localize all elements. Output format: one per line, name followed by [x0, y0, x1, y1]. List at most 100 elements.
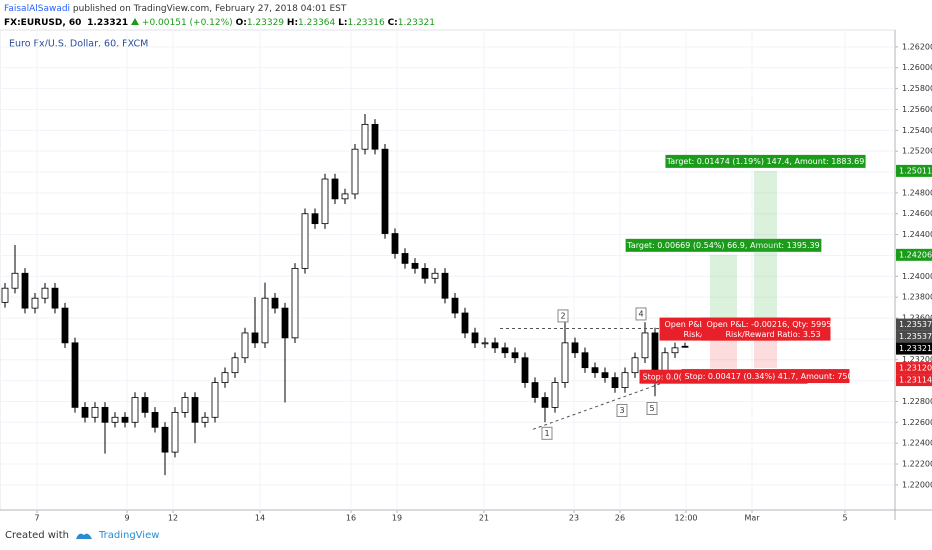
target-label-box [625, 238, 822, 252]
y-tick-label: 1.24800 [902, 188, 932, 197]
price-tag-label: 1.23120 [899, 364, 932, 373]
target-label: Target: 0.00669 (0.54%) 66.9, Amount: 13… [626, 241, 819, 250]
x-tick-label: 21 [479, 514, 489, 523]
candle-body [311, 213, 319, 225]
x-tick-label: 19 [392, 514, 402, 523]
author[interactable]: FaisalAlSawadi [4, 4, 71, 14]
price-tag [896, 374, 932, 387]
y-tick-label: 1.25400 [902, 126, 932, 135]
up-arrow [131, 18, 140, 25]
x-tick-label: 16 [346, 514, 356, 523]
c-label: C: [387, 18, 398, 28]
candle-body [271, 297, 279, 309]
price-tag [896, 330, 932, 343]
candle-body [601, 372, 609, 378]
x-tick-label: 12:00 [674, 514, 697, 523]
h-value: 1.23364 [298, 18, 336, 28]
y-tick-label: 1.22400 [902, 439, 932, 448]
x-tick-label: 26 [615, 514, 625, 523]
candle-body [611, 377, 619, 388]
candle-body [221, 372, 229, 383]
candle-body [321, 178, 329, 225]
y-tick-label: 1.25200 [902, 147, 932, 156]
candle-body [91, 406, 99, 418]
candle-body [211, 382, 219, 418]
pivot-box [635, 307, 647, 321]
y-tick-label: 1.22000 [902, 480, 932, 489]
price-tag [896, 248, 932, 261]
candle-body [631, 357, 639, 374]
o-label: O: [235, 18, 247, 28]
candle-body [61, 307, 69, 344]
candle-body [371, 123, 379, 150]
price-tag-label: 1.24206 [899, 250, 932, 259]
l-value: 1.23316 [347, 18, 385, 28]
candle-body [111, 416, 119, 423]
brand[interactable]: TradingView [98, 530, 160, 541]
pivot-label: 4 [638, 309, 643, 318]
price-tag [896, 164, 932, 177]
pivot-label: 1 [544, 429, 549, 438]
y-tick-label: 1.25600 [902, 105, 932, 114]
pivot-box [541, 426, 553, 440]
ratio-label: Risk/Reward Ratio: 3.53 [726, 330, 821, 339]
candle-body [511, 352, 519, 359]
candle-body [491, 342, 499, 349]
price-tag-label: 1.23114 [899, 376, 932, 385]
y-tick-label: 1.23600 [902, 314, 932, 323]
candle-body [561, 342, 569, 383]
pnl-label: Open P&L: -0.00216, Qty: 59952 [707, 320, 837, 329]
candle-body [301, 213, 309, 269]
candle-body [41, 287, 49, 299]
candle-body [291, 267, 299, 339]
price-tag-label: 1.23321 [899, 344, 932, 353]
candle-body [251, 332, 259, 344]
chart-title: Euro Fx/U.S. Dollar, 60, FXCM [9, 39, 148, 50]
y-tick-label: 1.26000 [902, 63, 932, 72]
y-tick-label: 1.22800 [902, 397, 932, 406]
pivot-label: 5 [649, 404, 654, 413]
published: published on TradingView.com, February 2… [72, 4, 347, 14]
candle-body [171, 411, 179, 453]
candle-body [681, 345, 689, 348]
x-tick-label: Mar [744, 514, 760, 523]
target-zone [754, 170, 777, 325]
pivot-label: 2 [560, 311, 565, 320]
y-tick-label: 1.25800 [902, 84, 932, 93]
candle-body [71, 342, 79, 408]
candle-body [641, 332, 649, 359]
pivot-box [557, 309, 569, 323]
ratio-label: Risk/ [684, 330, 704, 339]
publish-line: FaisalAlSawadi published on TradingView.… [4, 2, 435, 16]
candle-body [571, 342, 579, 354]
candle-body [361, 123, 369, 150]
symbol: FX:EURUSD, 60 [4, 18, 82, 28]
candle-body [401, 253, 409, 264]
stop-label-box [681, 369, 850, 384]
price-tag-label: 1.25011 [899, 166, 932, 175]
candle-body [351, 148, 359, 195]
candle-body [591, 367, 599, 374]
candle-body [201, 416, 209, 423]
candle-body [81, 406, 89, 418]
stop-label: Stop: 0.0( [643, 373, 682, 382]
candle-body [541, 397, 549, 408]
candle-body [441, 272, 449, 299]
candle-body [31, 297, 39, 309]
footer: Created with TradingView [5, 530, 159, 541]
c-value: 1.23321 [397, 18, 436, 28]
quote-line: FX:EURUSD, 60 1.23321 +0.00151 (+0.12%) … [4, 16, 435, 30]
price-tag-label: 1.23537 [899, 320, 932, 329]
candle-body [531, 382, 539, 398]
candle-body [521, 357, 529, 383]
candle-body [451, 297, 459, 314]
candle-body [671, 347, 679, 354]
candle-body [181, 397, 189, 413]
price-tag [896, 342, 932, 355]
target-zone [710, 254, 737, 325]
candle-body [141, 397, 149, 413]
l-label: L: [338, 18, 348, 28]
candle-body [581, 352, 589, 369]
target-label-box [665, 154, 866, 168]
